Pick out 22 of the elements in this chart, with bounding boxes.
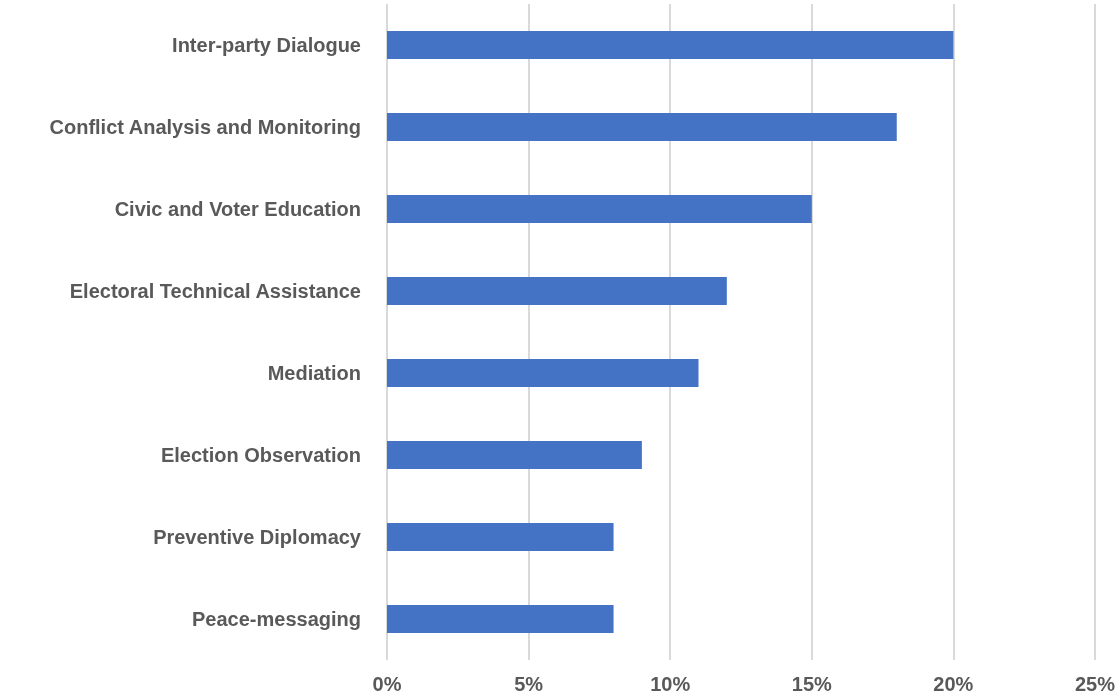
bar (387, 195, 812, 223)
y-tick-label: Conflict Analysis and Monitoring (49, 116, 361, 138)
x-tick-label: 10% (650, 673, 691, 695)
x-tick-label: 25% (1074, 673, 1116, 695)
x-tick-label: 0% (372, 673, 402, 695)
y-tick-label: Inter-party Dialogue (172, 34, 361, 56)
y-tick-label: Electoral Technical Assistance (69, 280, 361, 302)
y-tick-label: Peace-messaging (192, 608, 361, 630)
y-tick-label: Preventive Diplomacy (153, 526, 362, 548)
y-tick-label: Civic and Voter Education (114, 198, 361, 220)
bar (387, 441, 642, 469)
bar (387, 359, 699, 387)
x-tick-label: 5% (514, 673, 544, 695)
x-tick-label: 15% (791, 673, 833, 695)
bar (387, 31, 954, 59)
bar (387, 523, 614, 551)
bar (387, 113, 897, 141)
bar (387, 605, 614, 633)
x-tick-label: 20% (933, 673, 974, 695)
y-tick-label: Election Observation (160, 444, 361, 466)
bar (387, 277, 727, 305)
y-tick-label: Mediation (267, 362, 361, 384)
